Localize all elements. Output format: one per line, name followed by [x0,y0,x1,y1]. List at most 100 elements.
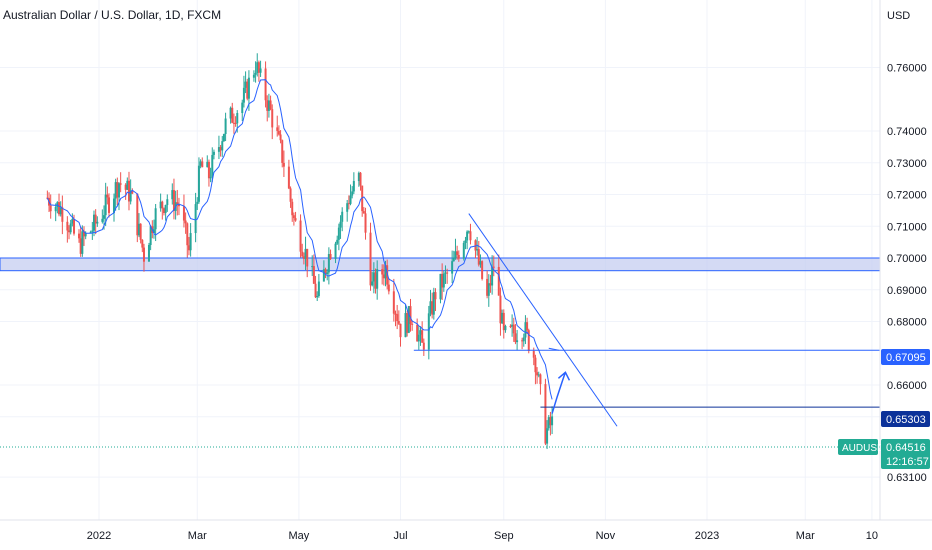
candle-body [201,161,204,168]
candle-body [114,182,117,199]
candle-body [462,242,465,259]
candle-body [346,203,349,212]
candle-body [102,215,105,219]
candle-body [384,265,387,279]
candles [46,53,554,450]
time-axis[interactable]: 2022 Mar May Jul Sep Nov 2023 Mar 10 [87,530,878,542]
projection-arrow[interactable] [551,371,571,414]
candle-body [359,172,362,186]
price-tick: 0.76000 [887,63,927,75]
candle-body [514,333,517,343]
candle-body [452,258,455,262]
candle-body [372,272,375,282]
candle-body [154,208,157,230]
time-tick: 2023 [695,530,719,542]
trend-line[interactable] [468,213,618,427]
candle-body [439,273,442,300]
candle-body [526,322,529,331]
candle-body [442,273,445,288]
bar-countdown: 12:16:57 [886,456,929,468]
candle-body [164,205,167,214]
candle-body [326,272,329,274]
candle-body [382,274,385,279]
candle-body [231,107,234,123]
candle-body [374,272,377,289]
candle-body [91,230,94,232]
last-price: 0.64516 [886,442,926,454]
candle-body [486,278,489,296]
candle-body [504,325,507,331]
candle-body [194,204,197,234]
candle-body [83,231,86,237]
candle-body [281,140,284,163]
candle-body [221,141,224,151]
candle-body [199,161,202,166]
candle-body [469,231,472,241]
candle-body [352,181,355,192]
time-tick: 10 [866,530,878,542]
candle-body [411,323,414,325]
candle-body [404,313,407,338]
candle-body [159,201,162,209]
candle-body [66,221,69,231]
candle-body [189,233,192,251]
candle-body [407,306,410,333]
candle-body [376,269,379,289]
candle-body [49,205,52,212]
price-tick: 0.66000 [887,380,927,392]
price-tick: 0.72000 [887,190,927,202]
candle-body [54,206,57,212]
candle-body [139,223,142,240]
support-zone[interactable] [0,257,881,272]
candle-body [357,172,360,182]
candle-body [334,243,337,259]
candle-body [457,254,460,259]
candle-body [406,313,409,333]
candle-body [172,190,175,211]
candle-body [397,321,400,324]
candle-body [212,151,215,155]
candle-body [446,272,449,274]
candle-body [327,253,330,273]
candle-body [324,269,327,274]
candle-body [252,74,255,78]
candle-body [236,113,239,124]
candle-body [182,206,185,221]
candle-body [224,118,227,135]
symbol-badge[interactable]: AUDUSD 0.64516 12:16:57 [838,439,930,469]
candle-body [107,197,110,213]
candle-body [539,374,542,385]
candle-body [126,180,129,190]
candle-body [502,312,505,331]
candle-body [291,201,294,216]
time-tick: Jul [393,530,407,542]
level-label-2[interactable]: 0.65303 [881,411,930,427]
candle-body [551,416,554,426]
candle-body [522,337,525,342]
chart-title: Australian Dollar / U.S. Dollar, 1D, FXC… [3,8,221,22]
candle-body [197,165,200,202]
candle-body [269,100,272,110]
candle-body [229,107,232,119]
candle-body [454,251,457,259]
level-label-1[interactable]: 0.67095 [881,349,930,365]
candle-body [196,201,199,205]
candle-body [451,261,454,274]
price-axis[interactable]: 0.76000 0.74000 0.73000 0.72000 0.71000 0.700… [887,63,927,485]
candle-body [161,201,164,209]
candle-body [277,130,280,135]
candle-body [171,190,174,200]
candle-body [177,204,180,207]
candle-body [314,283,317,298]
candle-body [276,127,279,131]
candle-body [481,261,484,279]
candle-body [512,324,515,334]
candle-body [511,324,514,327]
candle-body [289,188,292,202]
candle-body [89,231,92,233]
candle-body [524,322,527,338]
candle-body [312,266,315,284]
candle-body [211,154,214,178]
candle-body [219,147,222,151]
